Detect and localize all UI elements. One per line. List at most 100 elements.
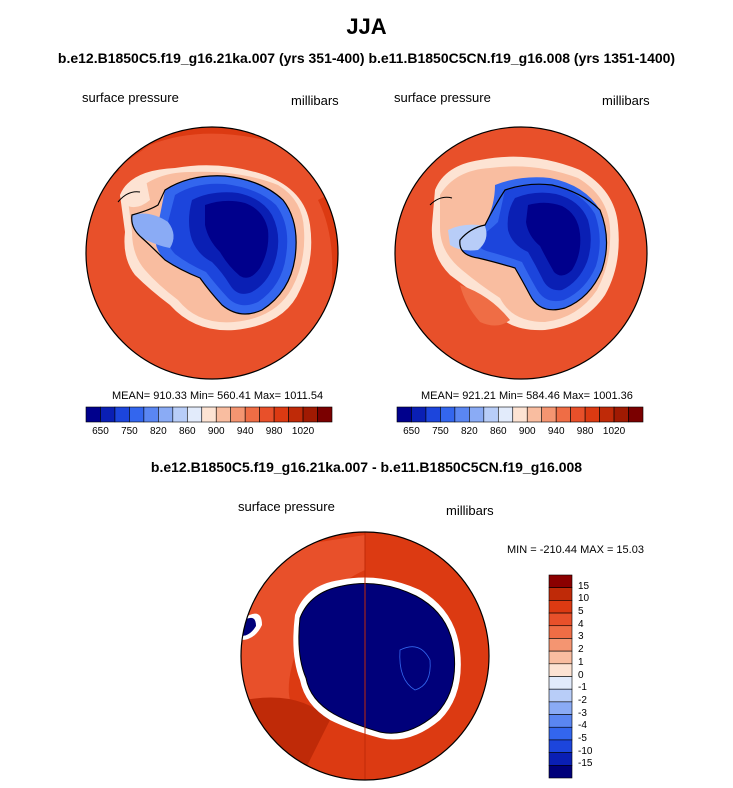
- colorbar-tick-label: -1: [578, 682, 587, 694]
- colorbar-swatch: [548, 752, 573, 766]
- colorbar-swatch: [548, 676, 573, 690]
- colorbar-swatch: [129, 406, 145, 423]
- colorbar-swatch: [215, 406, 232, 423]
- colorbar-swatch: [317, 406, 333, 423]
- colorbar-swatch: [302, 406, 318, 423]
- panel1-variable-label: surface pressure: [82, 90, 179, 105]
- colorbar-tick-label: 10: [578, 593, 590, 605]
- colorbar-swatch: [613, 406, 629, 423]
- colorbar-tick-label: 15: [578, 580, 590, 592]
- colorbar-swatch: [158, 406, 174, 423]
- colorbar-tick-label: 820: [461, 426, 478, 437]
- colorbar-swatch: [172, 406, 188, 423]
- colorbar-swatch: [186, 406, 203, 423]
- colorbar-tick-label: 650: [403, 426, 420, 437]
- colorbar-tick-label: 1020: [291, 426, 315, 437]
- diff-variable-label: surface pressure: [238, 499, 335, 514]
- colorbar-swatch: [548, 638, 573, 652]
- colorbar-swatch: [548, 600, 573, 614]
- colorbar-swatch: [548, 701, 573, 715]
- colorbar-swatch: [85, 406, 101, 423]
- map1-coastline: [131, 175, 297, 315]
- colorbar-tick-label: -4: [578, 720, 587, 732]
- colorbar-swatch: [497, 406, 514, 423]
- colorbar-tick-label: 940: [547, 426, 565, 437]
- colorbar-swatch: [469, 406, 485, 423]
- panel1-stats: MEAN= 910.33 Min= 560.41 Max= 1011.54: [112, 390, 324, 402]
- diff-units-label: millibars: [446, 503, 494, 518]
- colorbar-swatch: [114, 406, 130, 423]
- colorbar-tick-label: 750: [432, 426, 449, 437]
- colorbar-tick-label: 3: [578, 631, 584, 643]
- colorbar-swatch: [483, 406, 499, 423]
- map2-south-polar-map: [394, 126, 648, 380]
- colorbar-tick-label: -5: [578, 732, 587, 744]
- diff-coastline: [298, 583, 456, 734]
- colorbar-tick-label: 900: [518, 426, 536, 437]
- colorbar-swatch: [143, 406, 159, 423]
- colorbar-swatch: [425, 406, 441, 423]
- colorbar-swatch: [512, 406, 528, 423]
- colorbar-swatch: [548, 612, 573, 627]
- colorbar-swatch: [548, 714, 573, 728]
- colorbar-swatch: [396, 406, 412, 423]
- colorbar-swatch: [570, 406, 586, 423]
- colorbar-swatch: [599, 406, 615, 423]
- colorbar-swatch: [201, 406, 217, 423]
- colorbar-tick-label: -15: [578, 758, 593, 770]
- colorbar-tick-label: 860: [178, 426, 196, 437]
- colorbar-swatch: [548, 688, 573, 703]
- colorbar-swatch: [273, 406, 289, 423]
- panel1-colorbar: [85, 406, 333, 423]
- colorbar-swatch: [440, 406, 456, 423]
- panel2-colorbar: [396, 406, 644, 423]
- colorbar-swatch: [628, 406, 644, 423]
- colorbar-swatch: [411, 406, 427, 423]
- panel2-units-label: millibars: [602, 93, 650, 108]
- colorbar-tick-label: 980: [576, 426, 594, 437]
- subtitle: b.e12.B1850C5.f19_g16.21ka.007 (yrs 351-…: [57, 50, 676, 66]
- colorbar-tick-label: 2: [578, 644, 584, 656]
- colorbar-swatch: [548, 625, 573, 639]
- colorbar-swatch: [555, 406, 571, 423]
- colorbar-swatch: [548, 587, 573, 601]
- colorbar-tick-label: 750: [121, 426, 138, 437]
- diff-colorbar: [548, 574, 573, 779]
- main-title: JJA: [346, 14, 387, 39]
- colorbar-tick-label: 940: [236, 426, 254, 437]
- colorbar-swatch: [548, 650, 573, 665]
- colorbar-swatch: [541, 406, 557, 423]
- map2-border: [394, 126, 648, 380]
- colorbar-tick-label: 860: [489, 426, 507, 437]
- colorbar-tick-label: 650: [92, 426, 109, 437]
- colorbar-tick-label: -10: [578, 745, 593, 757]
- colorbar-tick-label: 980: [265, 426, 283, 437]
- colorbar-swatch: [548, 663, 573, 677]
- diff-stats: MIN = -210.44 MAX = 15.03: [507, 544, 644, 556]
- difference-title: b.e12.B1850C5.f19_g16.21ka.007 - b.e11.B…: [150, 459, 583, 475]
- panel2-stats: MEAN= 921.21 Min= 584.46 Max= 1001.36: [421, 390, 633, 402]
- colorbar-swatch: [548, 574, 573, 588]
- colorbar-swatch: [548, 726, 573, 741]
- map1-border: [85, 126, 339, 380]
- colorbar-swatch: [288, 406, 304, 423]
- panel2-variable-label: surface pressure: [394, 90, 491, 105]
- colorbar-tick-label: 4: [578, 618, 584, 630]
- colorbar-tick-label: 5: [578, 606, 584, 618]
- colorbar-swatch: [244, 406, 260, 423]
- colorbar-swatch: [548, 765, 573, 779]
- colorbar-tick-label: -2: [578, 694, 587, 706]
- diff-south-polar-map: [240, 531, 490, 781]
- diff-antarctica-negative-anomaly: [298, 583, 455, 734]
- colorbar-tick-label: 1020: [602, 426, 626, 437]
- colorbar-swatch: [584, 406, 600, 423]
- colorbar-swatch: [454, 406, 470, 423]
- map2-coastline: [459, 183, 608, 311]
- map1-south-polar-map: [85, 126, 339, 380]
- colorbar-swatch: [526, 406, 543, 423]
- colorbar-tick-label: 1: [578, 656, 584, 668]
- colorbar-swatch: [259, 406, 275, 423]
- colorbar-tick-label: 900: [207, 426, 225, 437]
- colorbar-tick-label: -3: [578, 707, 587, 719]
